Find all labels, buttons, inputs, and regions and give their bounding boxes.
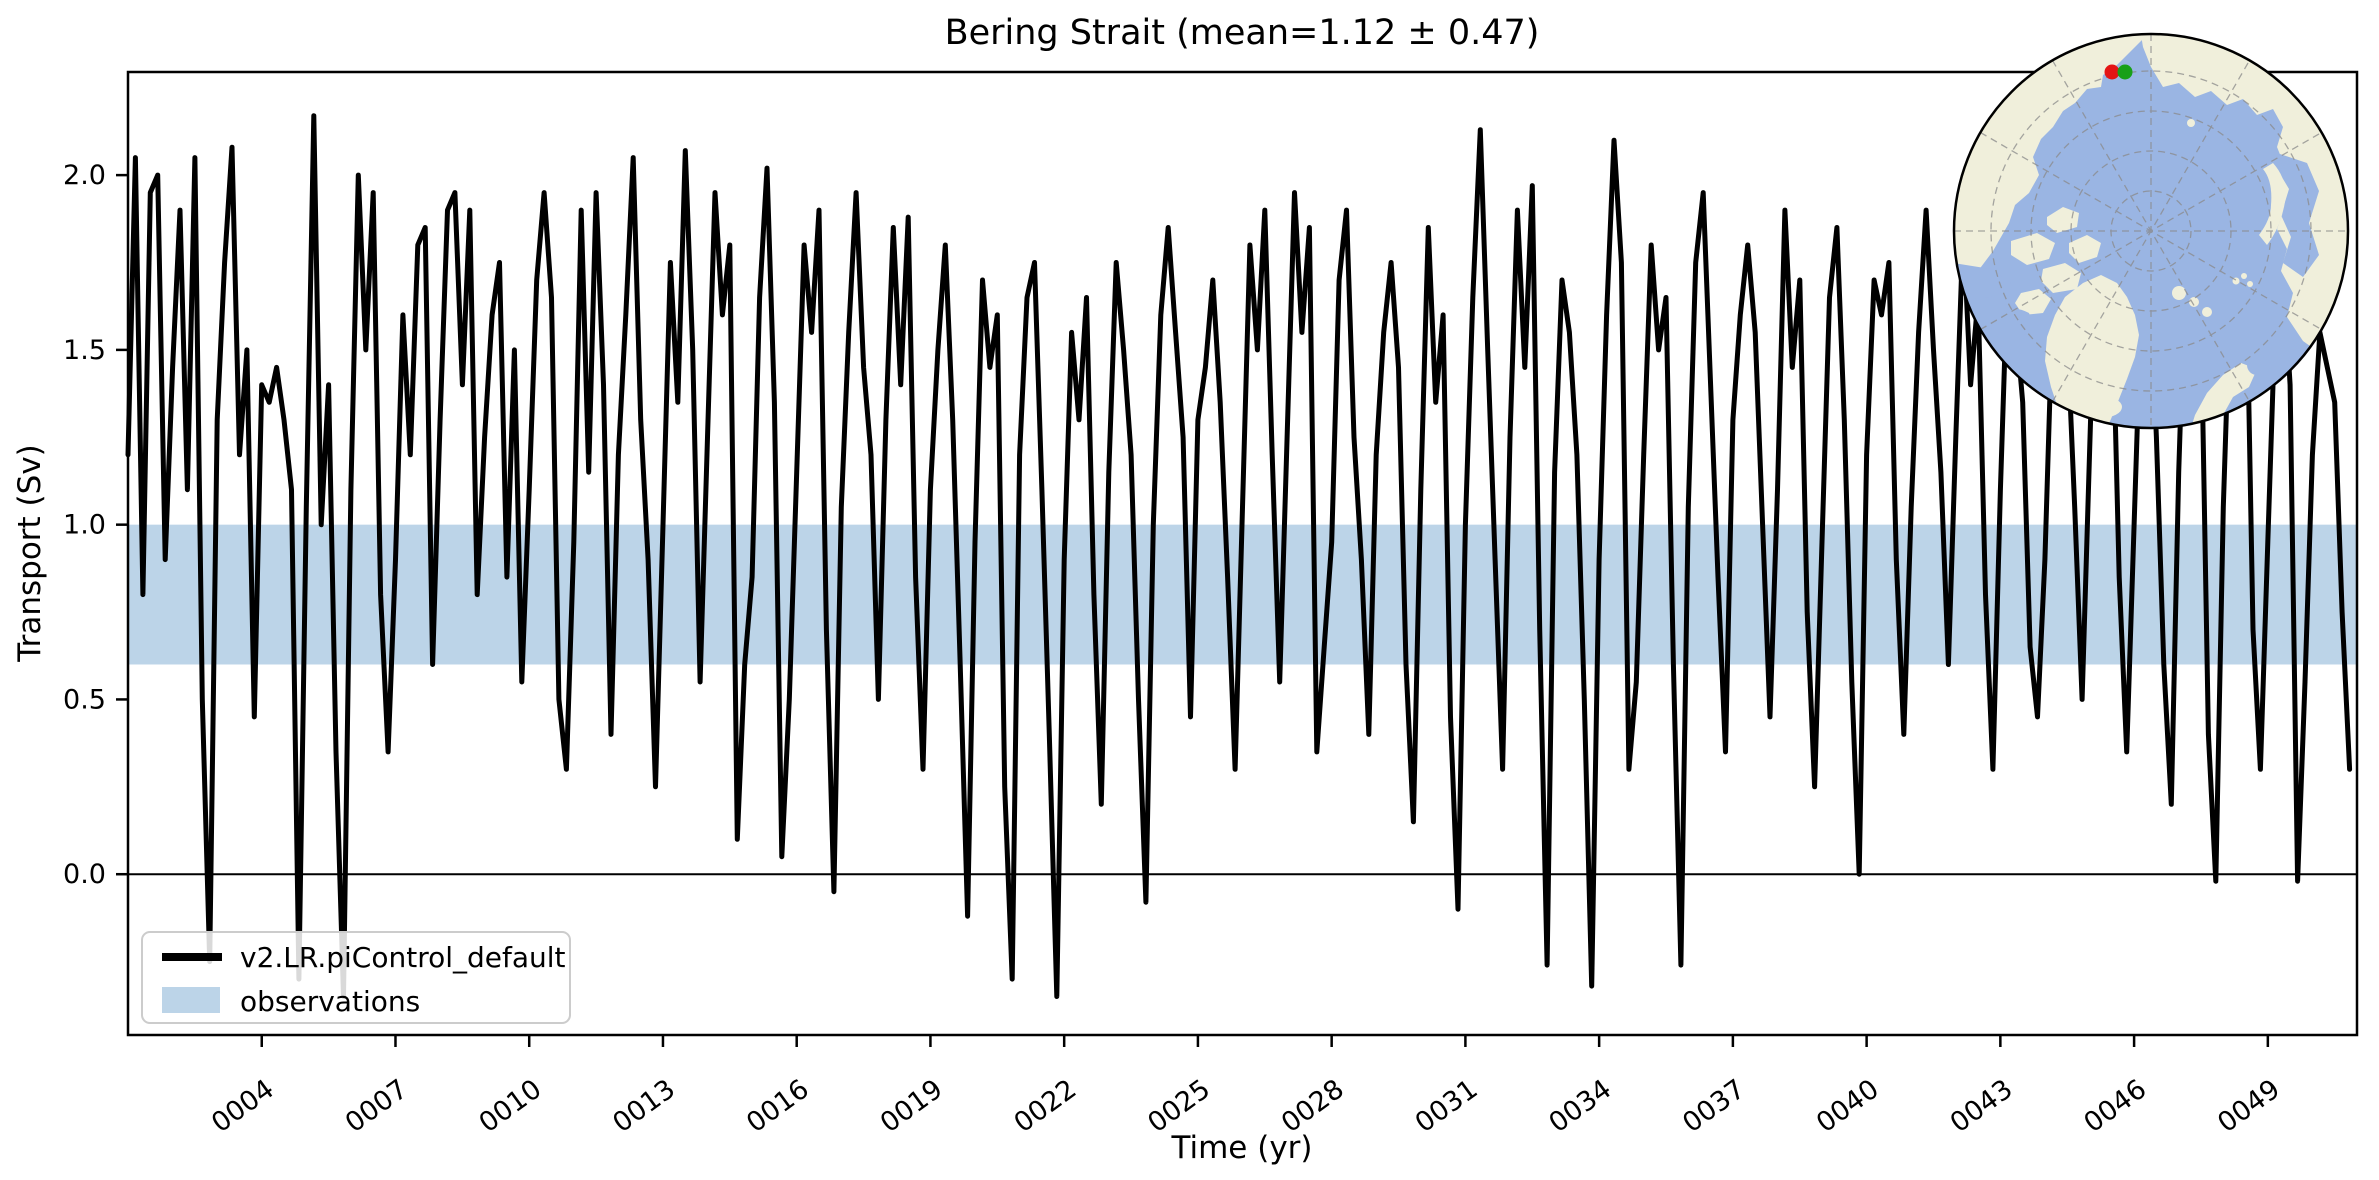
land-svalbard bbox=[2189, 297, 2199, 307]
land-novaya-zemlya bbox=[2259, 163, 2286, 245]
y-axis-label: Transport (Sv) bbox=[12, 444, 48, 663]
x-tick-label: 0043 bbox=[1945, 1074, 2019, 1139]
legend: v2.LR.piControl_default observations bbox=[141, 931, 571, 1024]
x-tick-label: 0019 bbox=[875, 1074, 949, 1139]
legend-band-label: observations bbox=[240, 985, 420, 1018]
x-tick-label: 0016 bbox=[741, 1074, 815, 1139]
land-franz-josef bbox=[2241, 273, 2247, 279]
legend-box bbox=[141, 931, 571, 1024]
x-tick-label: 0031 bbox=[1410, 1074, 1484, 1139]
x-axis-label: Time (yr) bbox=[1171, 1130, 1313, 1166]
y-tick-label: 2.0 bbox=[63, 160, 106, 191]
land-archipelago bbox=[2069, 235, 2101, 263]
land-svalbard bbox=[2172, 286, 2186, 300]
sea-white-sea bbox=[2247, 355, 2267, 375]
land-svalbard bbox=[2202, 307, 2212, 317]
x-tick-label: 0034 bbox=[1543, 1074, 1617, 1139]
legend-band-sample bbox=[162, 987, 220, 1013]
x-tick-label: 0046 bbox=[2078, 1074, 2152, 1139]
obs-section-marker bbox=[2117, 64, 2133, 80]
x-tick-label: 0013 bbox=[607, 1074, 681, 1139]
land-franz-josef bbox=[2247, 281, 2253, 287]
x-tick-label: 0022 bbox=[1008, 1074, 1082, 1139]
x-tick-label: 0004 bbox=[206, 1074, 280, 1139]
map-graticule bbox=[1954, 34, 2348, 428]
chart-title: Bering Strait (mean=1.12 ± 0.47) bbox=[945, 13, 1540, 53]
sea-kara bbox=[2271, 151, 2319, 277]
y-tick-label: 0.0 bbox=[63, 859, 106, 890]
y-axis-ticks: 0.0 0.5 1.0 1.5 2.0 bbox=[63, 160, 128, 890]
legend-line-label: v2.LR.piControl_default bbox=[240, 941, 566, 974]
arctic-locator-map bbox=[1952, 32, 2350, 430]
y-tick-label: 1.5 bbox=[63, 335, 106, 366]
x-tick-label: 0040 bbox=[1811, 1074, 1885, 1139]
x-tick-label: 0049 bbox=[2212, 1074, 2286, 1139]
model-section-marker bbox=[2104, 64, 2120, 80]
x-tick-label: 0037 bbox=[1677, 1074, 1751, 1139]
land-wrangel bbox=[2187, 119, 2195, 127]
land-archipelago bbox=[2015, 289, 2051, 315]
land-archipelago bbox=[2011, 233, 2055, 265]
model-series-line bbox=[125, 113, 2353, 999]
axes-frame bbox=[126, 70, 2359, 1037]
sea-foxe-basin bbox=[1991, 308, 2031, 339]
y-tick-label: 0.5 bbox=[63, 684, 106, 715]
y-tick-label: 1.0 bbox=[63, 510, 106, 541]
land-archipelago bbox=[2041, 263, 2081, 293]
land-iceland bbox=[2080, 396, 2122, 418]
x-tick-label: 0010 bbox=[474, 1074, 548, 1139]
x-axis-ticks: 0004 0007 0010 0013 0016 0019 0022 0025 0028 0031… bbox=[206, 1035, 2286, 1139]
x-tick-label: 0007 bbox=[340, 1074, 414, 1139]
map-border bbox=[1952, 32, 2350, 430]
